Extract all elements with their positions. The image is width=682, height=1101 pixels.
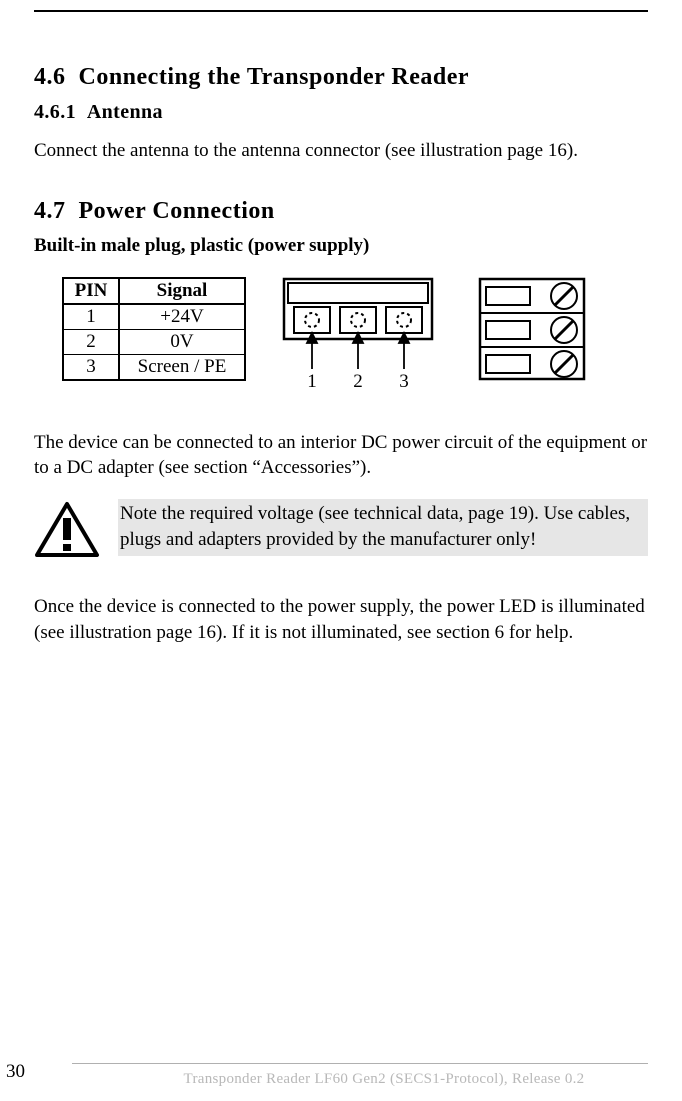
warning-icon bbox=[34, 501, 100, 564]
conn-label-1: 1 bbox=[307, 371, 317, 392]
heading-4-6-title: Connecting the Transponder Reader bbox=[79, 64, 470, 90]
cell-signal: 0V bbox=[119, 329, 245, 354]
terminal-diagram bbox=[478, 277, 588, 390]
para-dc-power: The device can be connected to an interi… bbox=[34, 430, 648, 481]
table-row: 1 +24V bbox=[63, 304, 245, 330]
heading-4-7-title: Power Connection bbox=[79, 198, 275, 224]
table-row: 2 0V bbox=[63, 329, 245, 354]
para-power-led: Once the device is connected to the powe… bbox=[34, 594, 648, 645]
note-text: Note the required voltage (see technical… bbox=[118, 499, 648, 556]
footer-text: Transponder Reader LF60 Gen2 (SECS1-Prot… bbox=[120, 1071, 648, 1088]
table-row: 3 Screen / PE bbox=[63, 354, 245, 380]
col-pin: PIN bbox=[63, 278, 119, 304]
heading-4-6-1: 4.6.1 Antenna bbox=[34, 101, 648, 124]
heading-4-6-num: 4.6 bbox=[34, 64, 66, 90]
heading-4-6-1-title: Antenna bbox=[87, 101, 163, 123]
cell-signal: Screen / PE bbox=[119, 354, 245, 380]
page-content: 4.6 Connecting the Transponder Reader 4.… bbox=[0, 12, 682, 645]
connector-diagram: 1 2 3 bbox=[282, 277, 442, 402]
heading-4-7: 4.7 Power Connection bbox=[34, 198, 648, 225]
note-row: Note the required voltage (see technical… bbox=[34, 499, 648, 564]
footer-rule bbox=[72, 1063, 648, 1064]
conn-label-2: 2 bbox=[353, 371, 363, 392]
cell-pin: 1 bbox=[63, 304, 119, 330]
pin-figure-row: PIN Signal 1 +24V 2 0V 3 Screen / PE bbox=[62, 277, 648, 402]
heading-4-6: 4.6 Connecting the Transponder Reader bbox=[34, 64, 648, 91]
table-header-row: PIN Signal bbox=[63, 278, 245, 304]
cell-pin: 2 bbox=[63, 329, 119, 354]
conn-label-3: 3 bbox=[399, 371, 409, 392]
heading-4-7-num: 4.7 bbox=[34, 198, 66, 224]
cell-signal: +24V bbox=[119, 304, 245, 330]
para-antenna: Connect the antenna to the antenna conne… bbox=[34, 138, 648, 164]
page-number: 30 bbox=[6, 1061, 25, 1083]
heading-builtin-plug: Built-in male plug, plastic (power suppl… bbox=[34, 235, 648, 257]
heading-4-6-1-num: 4.6.1 bbox=[34, 101, 76, 123]
cell-pin: 3 bbox=[63, 354, 119, 380]
pin-table: PIN Signal 1 +24V 2 0V 3 Screen / PE bbox=[62, 277, 246, 381]
col-signal: Signal bbox=[119, 278, 245, 304]
